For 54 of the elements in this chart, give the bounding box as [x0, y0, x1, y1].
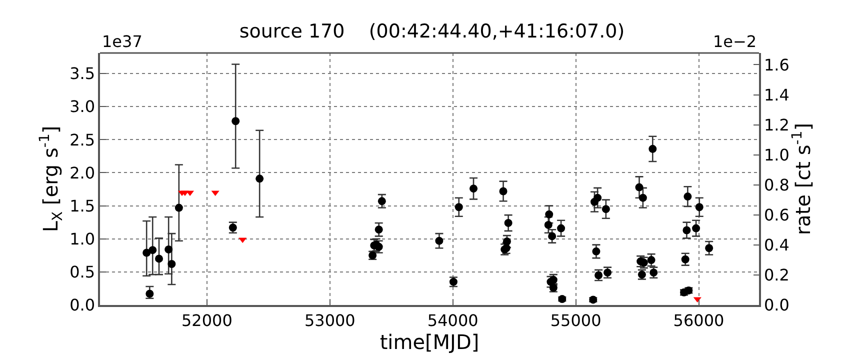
point: [435, 236, 444, 245]
point: [232, 117, 240, 126]
point: [164, 245, 173, 254]
point: [545, 210, 554, 218]
text: 1e−2: [713, 32, 757, 51]
point: [211, 190, 220, 196]
x-tick-label: 52000: [182, 310, 232, 330]
x-tick-label: 54000: [427, 310, 478, 330]
point: [168, 260, 176, 268]
y2-tick-label: 1.2: [764, 115, 790, 134]
point: [684, 192, 692, 201]
point: [638, 194, 647, 202]
point: [155, 254, 164, 263]
point: [148, 246, 157, 254]
y2-tick-label: 0.0: [764, 296, 790, 315]
point: [499, 187, 508, 196]
text: 1e37: [102, 32, 142, 51]
y2-tick-label: 1.0: [764, 145, 790, 164]
y2-tick-label: 1.4: [764, 85, 790, 104]
x-tick-label: 55000: [550, 310, 602, 330]
point: [146, 290, 154, 298]
y-tick-label: 2.0: [70, 163, 96, 182]
y2-tick-label: 0.6: [764, 205, 790, 224]
point: [454, 203, 463, 212]
y2-tick-label: 0.8: [764, 175, 790, 194]
y-tick-label: 1.0: [70, 229, 96, 248]
point: [256, 174, 264, 183]
point: [557, 224, 566, 232]
point: [695, 203, 704, 212]
point: [692, 224, 700, 232]
chart-title: source 170 (00:42:44.40,+41:16:07.0): [239, 20, 625, 42]
point: [504, 218, 512, 227]
y-tick-label: 2.5: [70, 130, 96, 150]
y-tick-label: 3.5: [70, 64, 96, 84]
y2-tick-label: 0.2: [764, 266, 790, 285]
y2-tick-label: 1.6: [764, 55, 790, 74]
point: [238, 238, 247, 244]
point: [142, 248, 151, 257]
point: [648, 144, 657, 153]
y-tick-label: 3.0: [70, 97, 96, 116]
x-tick-label: 56000: [673, 310, 724, 330]
point: [594, 194, 602, 202]
point: [174, 204, 183, 212]
point: [470, 184, 478, 193]
point: [635, 183, 644, 192]
x-axis-title: time[MJD]: [380, 330, 480, 354]
y-tick-label: 1.5: [70, 196, 96, 216]
point: [682, 226, 691, 234]
y-tick-label: 0.5: [70, 262, 96, 282]
point: [544, 220, 552, 229]
point: [602, 205, 610, 214]
y-tick-label: 0.0: [70, 296, 96, 315]
y2-tick-label: 0.4: [764, 236, 790, 255]
x-tick-label: 53000: [304, 310, 356, 330]
